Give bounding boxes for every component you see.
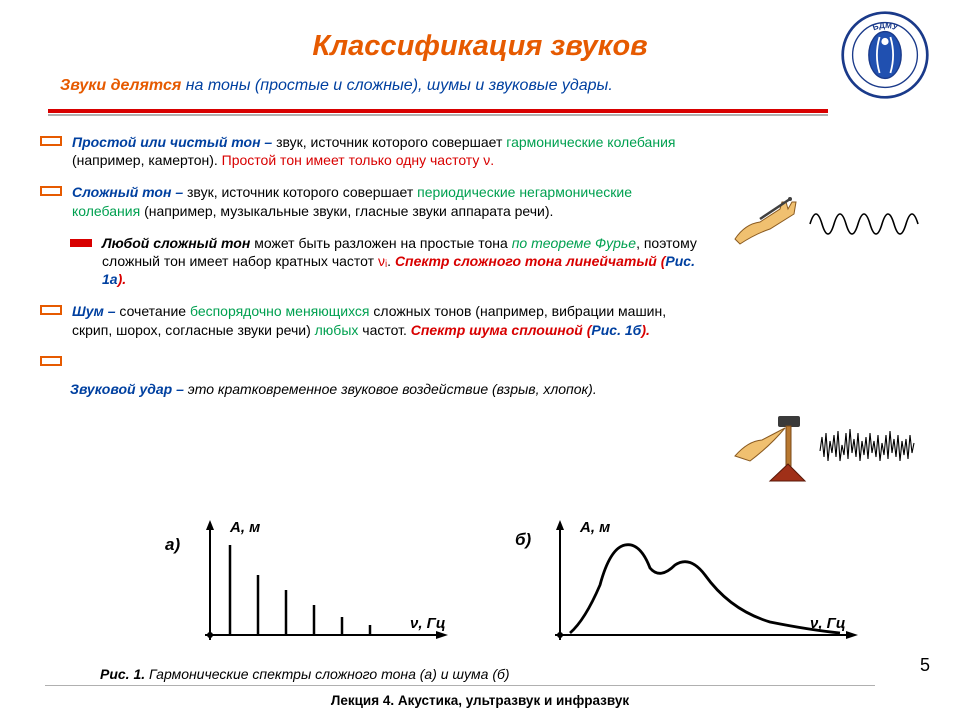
term: Любой сложный тон xyxy=(102,235,250,251)
item-impact: Звуковой удар – это кратковременное звук… xyxy=(70,380,700,398)
chart-ylabel-b: А, м xyxy=(579,520,610,536)
item-simple-tone: Простой или чистый тон – звук, источник … xyxy=(40,133,700,169)
subtitle: Звуки делятся на тоны (простые и сложные… xyxy=(0,77,960,109)
spectrum-charts: а) А, м ν, Гц б) А, м ν, Гц xyxy=(130,520,890,660)
university-logo: БДМУ xyxy=(840,10,930,100)
item-complex-tone: Сложный тон – звук, источник которого со… xyxy=(40,183,700,219)
divider-rule xyxy=(48,109,828,113)
chart-xlabel-a: ν, Гц xyxy=(410,615,446,632)
chart-label-b: б) xyxy=(515,530,532,549)
term: Звуковой удар – xyxy=(70,381,184,397)
content-block: Простой или чистый тон – звук, источник … xyxy=(0,133,700,398)
page-number: 5 xyxy=(920,655,930,676)
bullet-icon xyxy=(40,356,62,366)
slide-title: Классификация звуков xyxy=(0,0,960,77)
item-empty xyxy=(40,353,700,366)
lecture-footer: Лекция 4. Акустика, ультразвук и инфразв… xyxy=(0,693,960,708)
subtitle-lead: Звуки делятся xyxy=(60,77,181,94)
chart-ylabel-a: А, м xyxy=(229,520,260,536)
figure-caption: Рис. 1. Гармонические спектры сложного т… xyxy=(100,666,510,682)
subtitle-rest: на тоны (простые и сложные), шумы и звук… xyxy=(181,77,613,94)
chart-xlabel-b: ν, Гц xyxy=(810,615,846,632)
bullet-icon xyxy=(40,136,62,146)
tuning-fork-illustration xyxy=(730,194,920,254)
item-complex-sub: Любой сложный тон может быть разложен на… xyxy=(40,234,700,289)
bullet-icon xyxy=(40,186,62,196)
hammer-illustration xyxy=(730,416,920,486)
bottom-rule xyxy=(45,685,875,686)
term: Простой или чистый тон – xyxy=(72,134,272,150)
term: Сложный тон – xyxy=(72,184,183,200)
term: Шум – xyxy=(72,303,116,319)
bullet-icon xyxy=(40,305,62,315)
chart-label-a: а) xyxy=(165,535,180,554)
bullet-icon xyxy=(70,239,92,247)
item-noise: Шум – сочетание беспорядочно меняющихся … xyxy=(40,302,700,338)
